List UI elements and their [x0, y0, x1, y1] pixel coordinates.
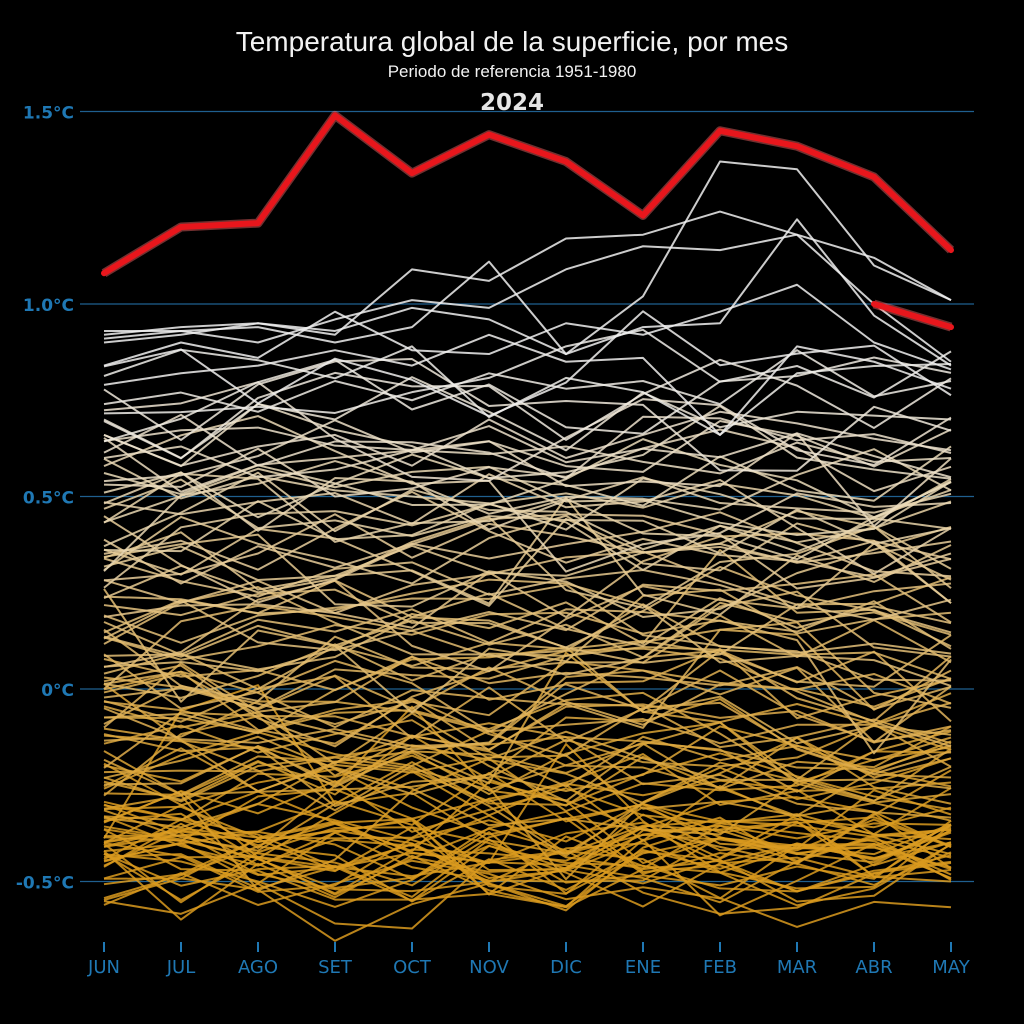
year-series-line — [103, 428, 952, 498]
year-series-line — [103, 842, 952, 942]
year-series-line — [103, 655, 952, 711]
year-series-line — [103, 510, 952, 582]
year-series-line — [103, 500, 952, 589]
year-series-line — [103, 649, 952, 729]
year-series-line — [103, 588, 952, 714]
x-tick-label: JUL — [166, 957, 196, 978]
highlight-series-line — [871, 301, 954, 331]
year-series-line — [103, 210, 952, 336]
year-series-line — [103, 585, 952, 676]
x-tick-label: ABR — [855, 957, 892, 978]
year-series-line — [103, 670, 952, 775]
axis-labels: -0.5°C 0°C 0.5°C 1.0°C 1.5°C JUN JUL AGO SET OCT N… — [16, 104, 971, 979]
year-series-line — [103, 754, 952, 881]
year-series-line — [103, 415, 952, 573]
year-series-line — [103, 790, 952, 879]
year-series-line — [103, 729, 952, 812]
year-series-line — [103, 376, 952, 459]
y-tick-label: 1.5°C — [23, 104, 74, 124]
year-series-line — [103, 333, 952, 436]
year-series-line — [103, 419, 952, 483]
x-tick-label: AGO — [238, 957, 278, 978]
year-series-line — [103, 725, 952, 791]
year-series-line — [103, 817, 952, 887]
year-series-line — [103, 768, 952, 850]
x-tick-label: NOV — [469, 957, 509, 978]
y-tick-label: -0.5°C — [16, 874, 74, 894]
x-tick-label: FEB — [703, 957, 737, 978]
year-series-line — [104, 160, 952, 356]
year-series-line — [103, 381, 952, 482]
year-series-line — [103, 283, 952, 371]
year-series-line — [103, 472, 952, 561]
year-series-line — [103, 721, 952, 804]
x-tick-label: MAY — [932, 957, 970, 978]
year-series-line — [103, 727, 952, 793]
highlight-series-glow — [101, 110, 955, 278]
x-tick-label: MAR — [777, 957, 817, 978]
y-tick-label: 0.5°C — [23, 489, 74, 509]
year-series-line — [103, 445, 952, 519]
series-2024-line — [101, 112, 954, 277]
year-series-line — [103, 705, 952, 865]
y-tick-label: 1.0°C — [23, 296, 74, 316]
year-series-line — [103, 516, 952, 609]
year-series-line — [103, 628, 952, 729]
year-series-line — [103, 819, 952, 898]
year-series-line — [103, 730, 952, 796]
year-series-line — [103, 669, 952, 751]
year-series-line — [103, 517, 952, 607]
year-series-line — [103, 448, 952, 572]
highlight-series-lines — [101, 110, 955, 332]
year-series-line — [103, 473, 952, 575]
year-series-line — [103, 511, 952, 585]
year-series-line — [103, 699, 952, 752]
year-series-line — [103, 471, 952, 532]
year-series-line — [103, 649, 952, 733]
year-series-line — [103, 683, 952, 819]
year-series-line — [103, 218, 952, 367]
chart-subtitle: Periodo de referencia 1951-1980 — [387, 62, 637, 81]
year-series-line — [103, 579, 952, 647]
x-tick-label: JUN — [87, 957, 120, 978]
y-tick-label: 0°C — [41, 681, 74, 701]
chart-title: Temperatura global de la superficie, por… — [235, 26, 789, 57]
year-series-line — [103, 814, 952, 870]
background-series-lines — [103, 160, 952, 942]
year-series-line — [103, 600, 952, 657]
year-series-line — [103, 579, 952, 673]
year-series-line — [103, 513, 952, 582]
year-series-line — [103, 410, 952, 467]
year-series-line — [103, 647, 952, 748]
year-series-line — [103, 823, 952, 883]
year-series-line — [103, 413, 952, 480]
x-tick-label: DIC — [550, 957, 582, 978]
year-series-line — [103, 550, 952, 621]
year-series-line — [103, 425, 952, 479]
year-series-line — [103, 788, 952, 896]
year-series-line — [103, 651, 952, 788]
year-series-line — [103, 457, 952, 531]
year-series-line — [103, 345, 952, 436]
year-series-line — [103, 660, 952, 744]
year-series-line — [103, 441, 952, 479]
x-tick-label: ENE — [625, 957, 661, 978]
x-tick-label: SET — [318, 957, 353, 978]
year-series-line — [103, 812, 952, 908]
year-series-line — [103, 611, 952, 755]
year-series-line — [103, 465, 952, 536]
year-series-line — [103, 565, 952, 649]
year-series-line — [103, 310, 952, 418]
year-series-line — [103, 584, 952, 655]
year-series-line — [103, 549, 952, 673]
year-series-line — [103, 542, 952, 610]
year-series-line — [103, 790, 952, 873]
x-tick-label: OCT — [393, 957, 432, 978]
year-series-line — [103, 432, 952, 528]
year-series-line — [103, 490, 952, 578]
year-series-line — [103, 621, 952, 710]
year-series-line — [103, 233, 952, 363]
year-series-line — [103, 573, 952, 652]
